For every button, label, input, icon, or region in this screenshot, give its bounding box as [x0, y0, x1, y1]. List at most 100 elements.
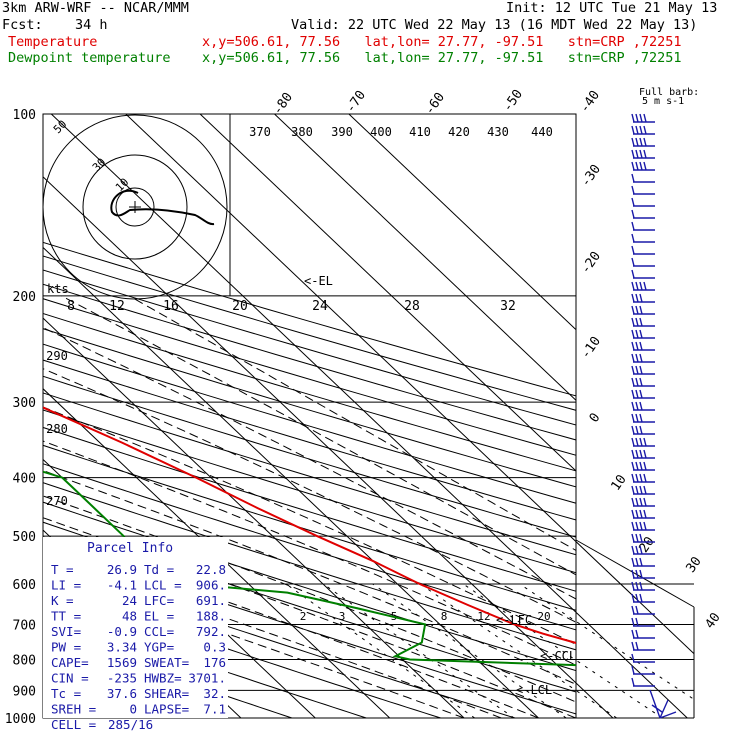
isotherm-label: -40 — [577, 88, 603, 116]
wind-barb — [631, 617, 655, 627]
wind-barb — [631, 113, 655, 123]
wind-barb — [649, 689, 677, 719]
wind-barb — [631, 629, 655, 639]
wind-barb — [631, 389, 655, 399]
pressure-tick-label: 1000 — [5, 712, 36, 727]
parcel-info-value: 7.1 — [203, 702, 226, 717]
dry-adiabat — [43, 585, 441, 718]
dry-adiabat — [43, 255, 576, 411]
isotherm-line — [43, 114, 539, 718]
isotherm-label: 40 — [702, 610, 723, 631]
isotherm-label: -50 — [500, 87, 526, 115]
parcel-info-key: CAPE= — [51, 655, 89, 670]
wind-barb — [631, 677, 655, 687]
wind-barb — [631, 125, 655, 135]
wind-barb-title: Full barb: — [639, 87, 699, 98]
dewpoint-series-name: Dewpoint temperature — [8, 50, 171, 66]
mixing-ratio-label: 8 — [441, 610, 448, 623]
wind-barb — [631, 245, 655, 255]
parcel-info-value: -235 — [107, 671, 137, 686]
wind-barb — [631, 293, 655, 303]
isotherm-label: 20 — [636, 534, 657, 555]
hodograph-speed-tick: 20 — [232, 299, 248, 314]
potential-temperature-label: 410 — [409, 125, 431, 139]
level-marker-label: <-LFC — [496, 613, 532, 627]
dry-adiabat — [43, 312, 576, 472]
hodograph-ring-label: 30 — [90, 156, 109, 175]
wind-barb — [631, 521, 655, 531]
wind-barb — [631, 233, 655, 243]
mixing-ratio-line — [285, 583, 475, 718]
wind-barb — [631, 353, 655, 363]
mixing-ratio-label: 2 — [300, 610, 307, 623]
potential-temperature-label: 420 — [448, 125, 470, 139]
parcel-info-value: 48 — [122, 609, 137, 624]
pressure-tick-label: 700 — [13, 618, 36, 633]
parcel-info-value: 0.3 — [203, 640, 226, 655]
mixing-ratio-line — [462, 583, 663, 718]
dry-adiabat — [43, 426, 576, 592]
hodograph-units-label: kts — [47, 282, 69, 296]
parcel-info-key: PW = — [51, 640, 81, 655]
parcel-info-key: Td = — [144, 562, 174, 577]
wind-barb — [631, 437, 655, 447]
dry-adiabat — [43, 269, 576, 426]
dewpoint-series-info: x,y=506.61, 77.56 lat,lon= 27.77, -97.51… — [202, 50, 682, 66]
potential-temperature-label: 400 — [370, 125, 392, 139]
parcel-info-key: K = — [51, 593, 74, 608]
wind-barb — [631, 641, 655, 651]
wind-barb — [631, 257, 655, 267]
dry-adiabat — [43, 283, 576, 441]
parcel-info-value: 188. — [196, 609, 226, 624]
wind-barb — [631, 161, 655, 171]
mixing-ratio-line — [372, 583, 567, 718]
pressure-tick-label: 200 — [13, 290, 36, 305]
isotherm-label: -10 — [578, 334, 604, 362]
wind-barb — [631, 149, 655, 159]
parcel-info-value: -4.1 — [107, 578, 137, 593]
parcel-info-value: 26.9 — [107, 562, 137, 577]
isotherm-line — [50, 114, 688, 718]
level-marker-label: <-LCL — [516, 683, 552, 697]
parcel-info-key: EL = — [144, 609, 174, 624]
parcel-info-key: HWBZ= — [144, 671, 182, 686]
wind-barb — [631, 509, 655, 519]
hodograph-speed-tick: 8 — [67, 299, 75, 314]
isotherm-line — [199, 114, 694, 718]
pressure-tick-label: 800 — [13, 653, 36, 668]
wind-barb — [631, 425, 655, 435]
parcel-info-value: 24 — [122, 593, 137, 608]
dry-adiabat — [43, 444, 576, 611]
parcel-info-key: SVI= — [51, 624, 81, 639]
valid-time: Valid: 22 UTC Wed 22 May 13 (16 MDT Wed … — [291, 17, 698, 33]
dry-adiabat — [43, 298, 576, 456]
isotherm-label: -30 — [578, 162, 604, 190]
parcel-cell-value: 285/16 — [108, 717, 153, 732]
wind-barb — [631, 173, 655, 183]
mixing-ratio-line — [420, 583, 617, 718]
parcel-info-key: Tc = — [51, 686, 81, 701]
wind-barb — [631, 341, 655, 351]
mixing-ratio-label: 3 — [339, 610, 346, 623]
pressure-tick-label: 600 — [13, 578, 36, 593]
parcel-info-key: LI = — [51, 578, 81, 593]
isotherm-label: 10 — [608, 472, 629, 493]
potential-temperature-label: 430 — [487, 125, 509, 139]
temperature-profile-line — [43, 406, 576, 645]
wind-barb — [631, 653, 655, 663]
isotherm-line — [43, 114, 614, 718]
hodograph-speed-tick: 28 — [404, 299, 420, 314]
wind-barb — [631, 377, 655, 387]
parcel-info-key: CIN = — [51, 671, 89, 686]
wind-barb — [631, 209, 655, 219]
parcel-info-value: 3701. — [188, 671, 226, 686]
dry-adiabat — [43, 563, 516, 718]
parcel-info-box: Parcel Info T = 26.9 Td = 22.8 LI = -4.1 LCL =… — [43, 537, 228, 732]
pressure-tick-label: 900 — [13, 684, 36, 699]
wind-barb — [631, 305, 655, 315]
parcel-info-key: SREH = — [51, 702, 96, 717]
temperature-series-name: Temperature — [8, 34, 98, 50]
wind-barb — [631, 593, 655, 603]
parcel-info-value: 3.34 — [107, 640, 137, 655]
model-name: 3km ARW-WRF -- NCAR/MMM — [2, 0, 189, 16]
